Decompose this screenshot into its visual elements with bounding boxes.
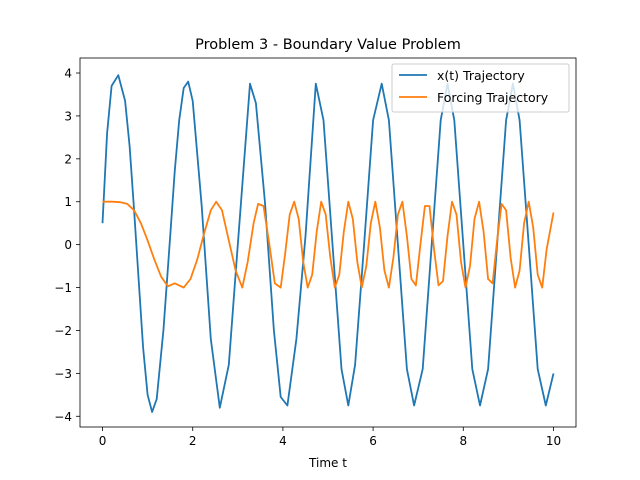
y-tick-label: 4 [64,67,72,81]
legend-label-x: x(t) Trajectory [437,68,525,83]
x-tick-label: 10 [546,434,561,448]
x-tick-label: 6 [369,434,377,448]
y-tick-label: −1 [54,281,72,295]
y-tick-label: −2 [54,324,72,338]
y-tick-label: −3 [54,367,72,381]
x-tick-label: 2 [189,434,197,448]
series-line-0 [101,74,555,413]
y-tick-label: 3 [64,109,72,123]
x-tick-label: 8 [459,434,467,448]
x-axis: 0 2 4 6 8 10 [99,427,561,448]
y-tick-label: 1 [64,195,72,209]
plot-area [101,74,555,413]
x-axis-label: Time t [308,456,347,470]
x-tick-label: 4 [279,434,287,448]
y-tick-label: 2 [64,152,72,166]
legend: x(t) Trajectory Forcing Trajectory [391,63,570,113]
legend-box [391,63,570,113]
y-axis: −4 −3 −2 −1 0 1 2 3 4 [54,67,80,424]
y-tick-label: −4 [54,410,72,424]
series-line-1 [102,200,555,289]
chart-title: Problem 3 - Boundary Value Problem [195,37,461,53]
axes-frame [79,57,577,428]
legend-label-forcing: Forcing Trajectory [437,90,549,105]
y-tick-label: 0 [64,238,72,252]
x-tick-label: 0 [99,434,107,448]
